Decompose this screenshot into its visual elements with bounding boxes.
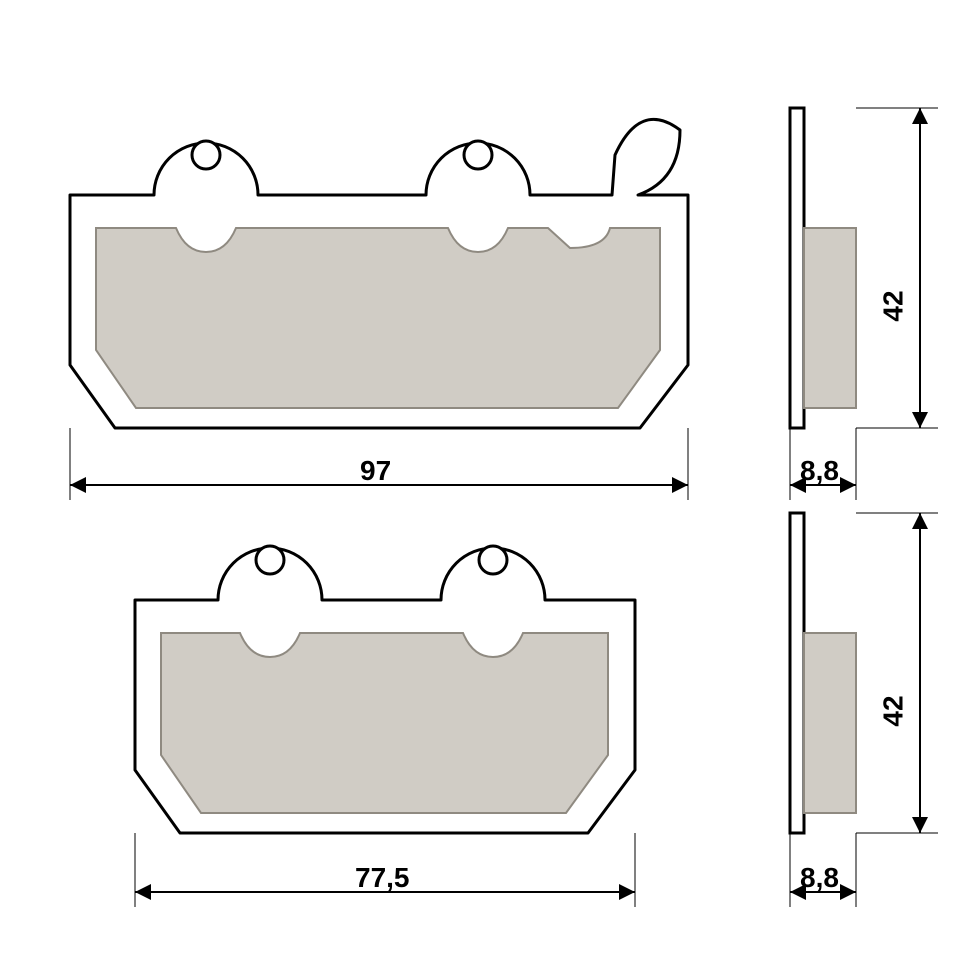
pad1-width-label: 97 [360, 455, 391, 487]
pad1-thickness-label: 8,8 [800, 455, 839, 487]
pad1-side [790, 108, 856, 428]
pad2-height-label: 42 [878, 695, 910, 726]
pad1-front [70, 119, 688, 428]
pad2-side [790, 513, 856, 833]
pad2-width-label: 77,5 [355, 862, 410, 894]
pad2-thickness-label: 8,8 [800, 862, 839, 894]
pad2-front [135, 546, 635, 833]
pad1-height-label: 42 [878, 290, 910, 321]
